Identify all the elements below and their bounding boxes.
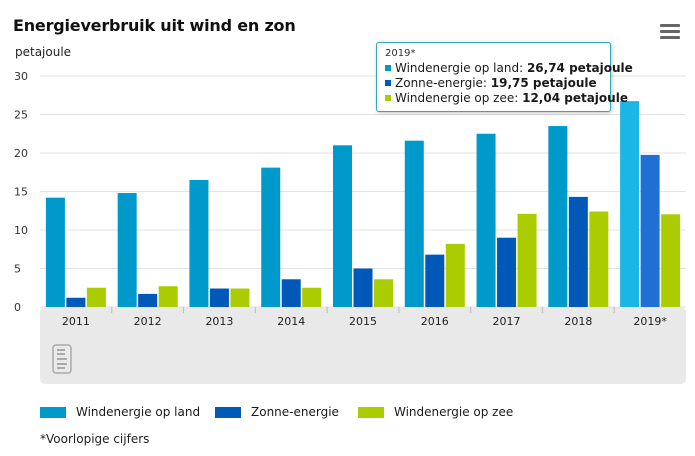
bar-solar[interactable]: [209, 288, 229, 307]
bar-solar[interactable]: [497, 237, 517, 307]
tooltip-label: Windenergie op land:: [395, 61, 527, 75]
bar-wind-land[interactable]: [261, 167, 281, 307]
y-tick-label: 15: [14, 186, 28, 199]
y-axis-unit-label: petajoule: [15, 45, 72, 59]
bar-wind-sea[interactable]: [158, 286, 178, 307]
y-tick-label: 5: [14, 263, 21, 276]
bar-wind-land[interactable]: [117, 193, 137, 307]
bar-wind-land[interactable]: [404, 140, 424, 307]
y-tick-label: 10: [14, 224, 28, 237]
bar-wind-land[interactable]: [45, 197, 65, 307]
tooltip-value: 26,74 petajoule: [526, 61, 633, 75]
x-tick-label: 2014: [277, 315, 305, 328]
bar-wind-sea[interactable]: [86, 287, 106, 307]
hamburger-menu-icon[interactable]: [660, 24, 680, 42]
tooltip-value: 19,75 petajoule: [490, 76, 597, 90]
legend-item-wind-sea[interactable]: Windenergie op zee: [358, 405, 513, 419]
bar-wind-sea[interactable]: [445, 243, 465, 307]
x-tick-label: 2018: [564, 315, 592, 328]
legend-swatch-icon: [40, 406, 66, 418]
legend-label: Windenergie op zee: [394, 405, 514, 419]
footnote: *Voorlopige cijfers: [40, 432, 150, 446]
solar-dot-icon: [385, 80, 391, 86]
bar-wind-sea[interactable]: [589, 211, 609, 307]
bar-wind-land[interactable]: [548, 126, 568, 307]
x-tick-label: 2012: [134, 315, 162, 328]
x-tick-label: 2011: [62, 315, 90, 328]
bar-wind-sea[interactable]: [374, 279, 393, 307]
y-tick-label: 0: [14, 301, 21, 314]
cbs-logo-icon: [52, 344, 72, 374]
x-axis-band: [40, 307, 686, 384]
y-tick-label: 30: [14, 70, 28, 83]
y-tick-label: 20: [14, 147, 28, 160]
legend-label: Windenergie op land: [76, 405, 201, 419]
bar-wind-land[interactable]: [620, 101, 640, 308]
tooltip-heading: 2019*: [385, 48, 416, 59]
wind-sea-dot-icon: [385, 95, 391, 101]
bar-wind-land[interactable]: [333, 145, 352, 307]
bar-wind-sea[interactable]: [230, 288, 250, 307]
y-tick-label: 25: [14, 109, 28, 122]
bar-solar[interactable]: [353, 268, 373, 308]
bar-wind-sea[interactable]: [517, 213, 537, 307]
chart-title: Energieverbruik uit wind en zon: [13, 16, 296, 35]
bar-wind-sea[interactable]: [661, 214, 681, 307]
bar-solar[interactable]: [640, 154, 660, 307]
legend-label: Zonne-energie: [251, 405, 339, 419]
bar-wind-land[interactable]: [476, 133, 496, 307]
tooltip-row-solar: Zonne-energie: 19,75 petajoule: [385, 76, 602, 91]
legend-item-solar[interactable]: Zonne-energie: [215, 405, 339, 419]
tooltip-label: Windenergie op zee:: [395, 91, 523, 105]
bar-solar[interactable]: [568, 196, 588, 307]
tooltip-row-wind-land: Windenergie op land: 26,74 petajoule: [385, 61, 633, 76]
x-tick-label: 2016: [421, 315, 449, 328]
legend-swatch-icon: [215, 406, 241, 418]
legend-item-wind-land[interactable]: Windenergie op land: [40, 405, 200, 419]
tooltip-label: Zonne-energie:: [395, 76, 491, 90]
x-tick-label: 2017: [493, 315, 521, 328]
bar-solar[interactable]: [66, 297, 86, 307]
bar-solar[interactable]: [425, 254, 445, 307]
bar-solar[interactable]: [281, 279, 301, 307]
x-axis-ticks: 2011 2012 2013 2014 2015 2016 2017 2018 2019*: [62, 307, 667, 328]
tooltip-value: 12,04 petajoule: [522, 91, 628, 105]
bar-wind-sea[interactable]: [302, 287, 322, 307]
wind-land-dot-icon: [385, 65, 391, 71]
x-tick-label: 2019*: [633, 315, 667, 328]
data-tooltip: 2019* Windenergie op land: 26,74 petajou…: [376, 42, 633, 112]
x-tick-label: 2013: [205, 315, 233, 328]
tooltip-row-wind-sea: Windenergie op zee: 12,04 petajoule: [385, 91, 628, 106]
x-tick-label: 2015: [349, 315, 377, 328]
bars: [45, 101, 681, 308]
bar-solar[interactable]: [138, 293, 158, 307]
bar-wind-land[interactable]: [189, 179, 209, 307]
legend-swatch-icon: [358, 406, 384, 418]
y-axis-ticks: 0 5 10 15 20 25 30: [14, 70, 28, 314]
